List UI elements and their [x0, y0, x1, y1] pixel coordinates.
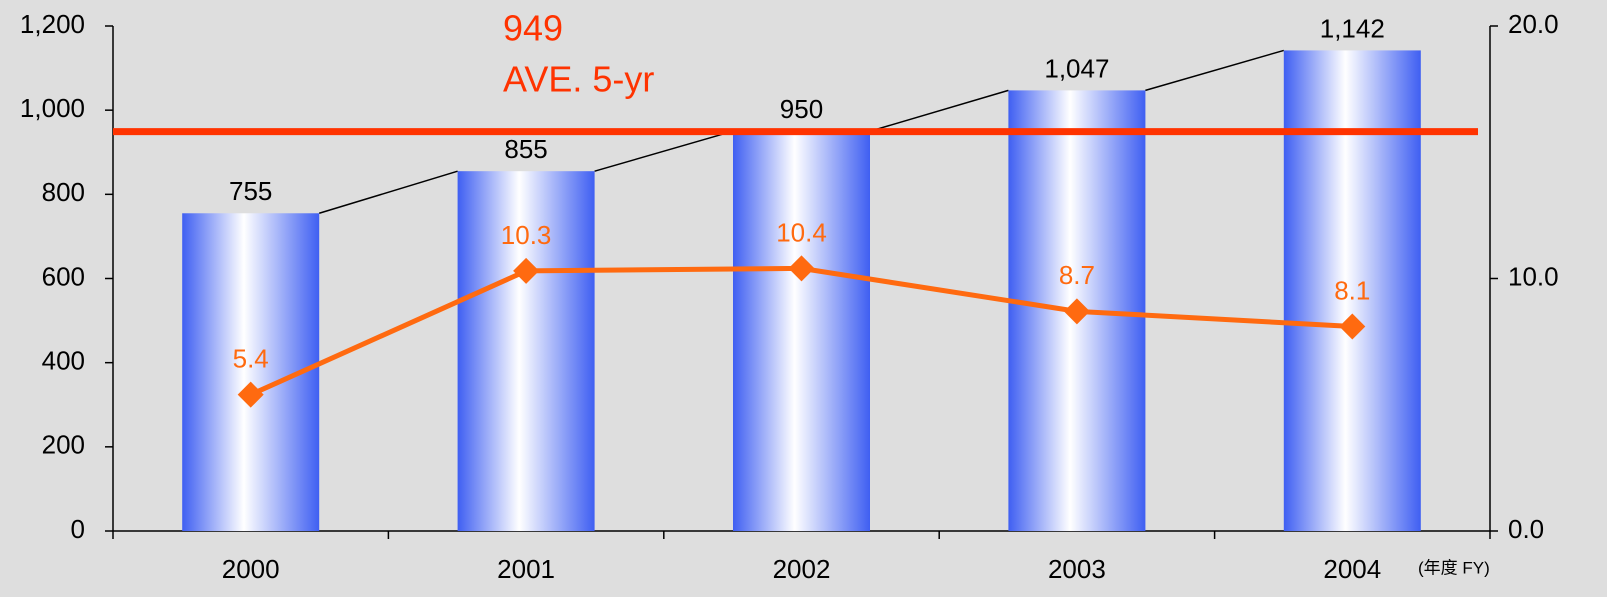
- y-tick-label: 600: [42, 261, 85, 291]
- y-tick-label: 0: [71, 514, 85, 544]
- x-tick-label: 2002: [773, 554, 831, 584]
- x-tick-label: 2001: [497, 554, 555, 584]
- bar: [733, 131, 870, 532]
- x-tick-label: 2004: [1323, 554, 1381, 584]
- average-value: 949: [503, 8, 563, 49]
- bar-connector: [869, 89, 1009, 132]
- bar: [457, 171, 595, 531]
- x-axis-unit: (年度 FY): [1418, 558, 1490, 577]
- line-marker: [513, 257, 540, 284]
- bar-value-label: 755: [229, 176, 272, 206]
- line-value-label: 8.7: [1059, 260, 1095, 290]
- line-marker: [788, 255, 815, 282]
- bar-value-label: 855: [504, 134, 547, 164]
- bar-value-label: 1,047: [1044, 53, 1109, 83]
- y2-tick-label: 20.0: [1508, 9, 1559, 39]
- bar-connector: [318, 170, 458, 214]
- bar-connector: [594, 130, 734, 172]
- bar-value-label: 1,142: [1320, 13, 1385, 43]
- line-value-label: 8.1: [1334, 275, 1370, 305]
- line-value-label: 5.4: [233, 344, 269, 374]
- line-marker: [1063, 298, 1090, 325]
- bar-value-label: 950: [780, 94, 823, 124]
- y2-tick-label: 0.0: [1508, 514, 1544, 544]
- y2-tick-label: 10.0: [1508, 261, 1559, 291]
- line-value-label: 10.3: [501, 220, 552, 250]
- line-value-label: 10.4: [776, 217, 827, 247]
- y-tick-label: 400: [42, 346, 85, 376]
- y-tick-label: 1,000: [20, 93, 85, 123]
- x-tick-label: 2003: [1048, 554, 1106, 584]
- line-marker: [237, 381, 264, 408]
- average-label: AVE. 5-yr: [503, 59, 654, 100]
- y-tick-label: 1,200: [20, 9, 85, 39]
- line-marker: [1339, 313, 1366, 340]
- y-tick-label: 200: [42, 430, 85, 460]
- y-tick-label: 800: [42, 177, 85, 207]
- x-tick-label: 2000: [222, 554, 280, 584]
- bar-connector: [1145, 49, 1285, 92]
